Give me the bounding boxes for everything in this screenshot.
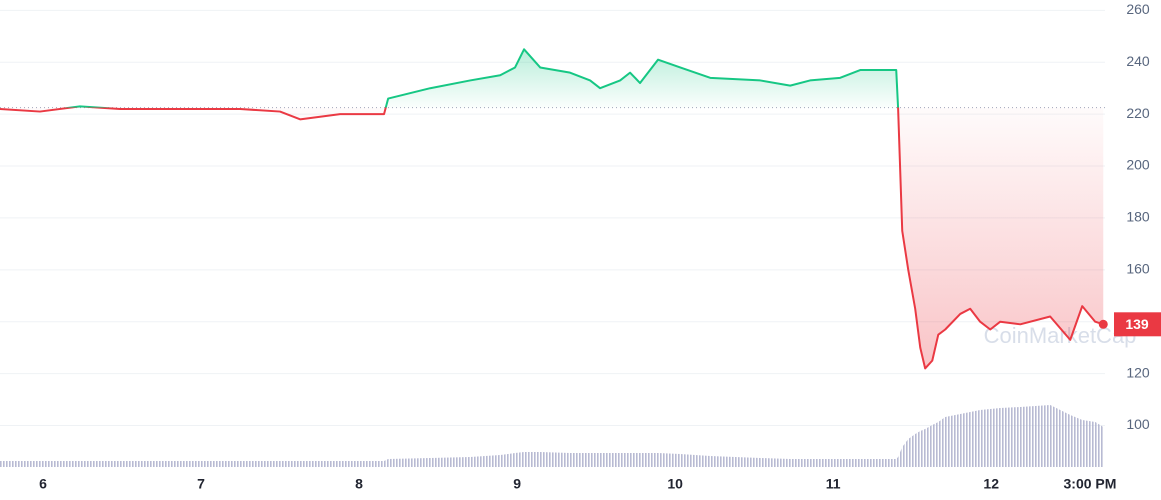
price-label-box <box>1114 312 1161 337</box>
price-label: 139 <box>1125 316 1149 332</box>
price-area <box>0 49 1104 369</box>
y-tick-label: 120 <box>1126 364 1150 380</box>
x-tick-label: 9 <box>513 476 521 492</box>
y-tick-label: 220 <box>1126 105 1150 121</box>
y-tick-label: 100 <box>1126 416 1150 432</box>
y-tick-label: 160 <box>1126 261 1150 277</box>
x-tick-label: 8 <box>355 476 363 492</box>
y-tick-label: 240 <box>1126 53 1150 69</box>
y-tick-label: 200 <box>1126 157 1150 173</box>
price-line <box>0 48 1104 370</box>
volume-area <box>0 405 1104 467</box>
x-tick-label: 7 <box>197 476 205 492</box>
y-tick-label: 180 <box>1126 209 1150 225</box>
x-tick-label: 3:00 PM <box>1064 476 1117 492</box>
last-point <box>1098 319 1108 329</box>
x-tick-label: 12 <box>983 476 999 492</box>
x-tick-label: 11 <box>826 476 841 492</box>
y-tick-label: 260 <box>1126 1 1150 17</box>
x-tick-label: 6 <box>39 476 47 492</box>
x-tick-label: 10 <box>667 476 683 492</box>
